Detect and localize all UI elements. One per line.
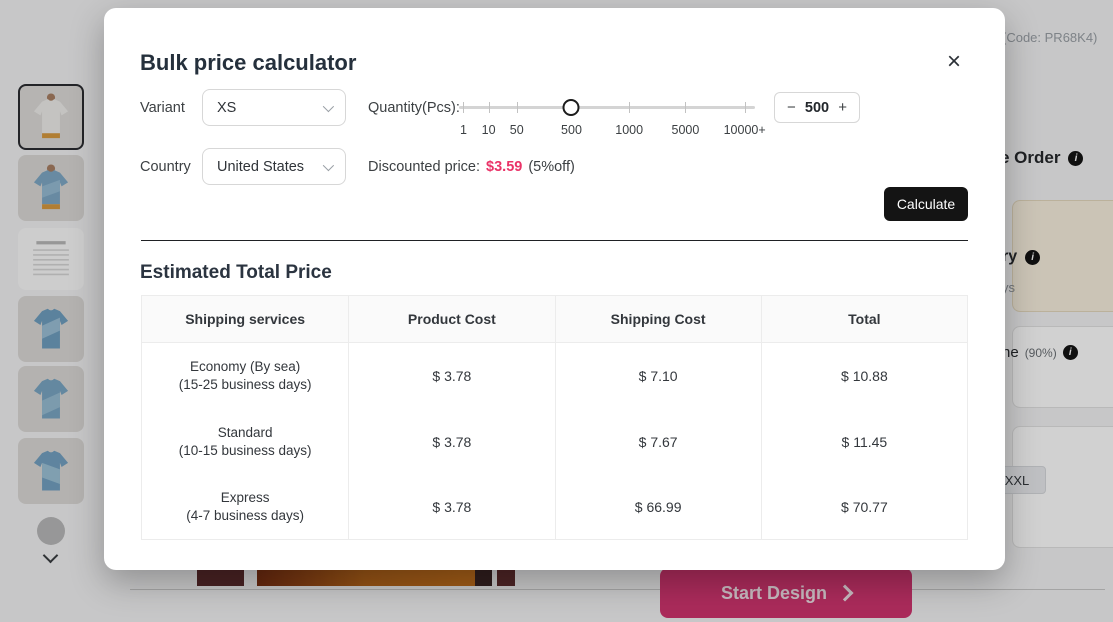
variant-label: Variant <box>140 100 185 116</box>
slider-track[interactable] <box>459 106 755 109</box>
sample-order-heading: e Order i <box>1000 148 1084 168</box>
table-cell-total: $ 10.88 <box>760 343 967 409</box>
material-percent: (90%) <box>1024 345 1057 360</box>
discounted-price-value: $3.59 <box>486 159 523 175</box>
table-cell-service: Express (4-7 business days) <box>142 475 348 539</box>
quantity-stepper: − 500 + <box>774 92 860 123</box>
table-cell-total: $ 11.45 <box>760 409 967 475</box>
product-thumbnail-3d-front[interactable] <box>18 296 84 362</box>
quantity-slider[interactable] <box>459 98 755 116</box>
tick-label: 500 <box>561 123 582 137</box>
column-header-total: Total <box>760 296 967 343</box>
calculate-button[interactable]: Calculate <box>884 187 968 221</box>
slider-tick <box>629 102 631 113</box>
material-label: ne <box>1002 344 1019 361</box>
service-days: (15-25 business days) <box>178 377 312 392</box>
size-chart-thumbnail[interactable] <box>18 228 84 290</box>
slider-tick <box>463 102 465 113</box>
tshirt-blue-image <box>33 378 69 419</box>
delivery-days-text: ys <box>1002 280 1015 295</box>
tick-label: 50 <box>509 123 524 137</box>
service-days: (4-7 business days) <box>186 508 305 523</box>
country-select[interactable]: United States <box>202 148 346 185</box>
table-cell-total: $ 70.77 <box>760 475 967 539</box>
section-divider <box>130 589 1105 590</box>
tshirt-blue-image <box>33 450 69 491</box>
info-icon[interactable]: i <box>1025 249 1041 265</box>
tick-label: 1000 <box>615 123 644 137</box>
loading-thumbnail-placeholder <box>37 517 65 545</box>
table-cell-shipping-cost: $ 7.67 <box>554 409 761 475</box>
discounted-price-label: Discounted price: <box>368 159 481 175</box>
size-chart-image <box>33 241 69 276</box>
quantity-value: 500 <box>804 99 830 116</box>
slider-tick <box>488 102 490 113</box>
service-name: Express <box>220 490 270 505</box>
table-cell-shipping-cost: $ 7.10 <box>554 343 761 409</box>
delivery-label: ry <box>1002 248 1018 265</box>
tick-label: 1 <box>459 123 467 137</box>
service-name: Standard <box>217 425 273 440</box>
product-photo-fragment <box>497 570 515 586</box>
product-code: (Code: PR68K4) <box>1002 30 1098 45</box>
chevron-down-icon <box>322 100 335 112</box>
slider-handle[interactable] <box>562 99 580 116</box>
tshirt-blue-image <box>33 308 69 349</box>
table-cell-shipping-cost: $ 66.99 <box>554 475 761 539</box>
product-thumbnail-3d-back[interactable] <box>18 366 84 432</box>
service-name: Economy (By sea) <box>189 359 301 374</box>
tick-label: 10 <box>481 123 496 137</box>
tshirt-blue-image <box>33 164 69 210</box>
country-value: United States <box>217 158 305 175</box>
country-label: Country <box>140 159 191 175</box>
quantity-label: Quantity(Pcs): <box>368 100 460 116</box>
product-photo-fragment <box>475 570 492 586</box>
table-cell-service: Economy (By sea) (15-25 business days) <box>142 343 348 409</box>
price-table: Shipping services Product Cost Shipping … <box>141 295 968 540</box>
column-header-product-cost: Product Cost <box>348 296 555 343</box>
slider-tick <box>744 102 746 113</box>
bulk-price-calculator-modal: Bulk price calculator × Variant XS Quant… <box>104 8 1005 570</box>
product-photo-fragment <box>257 570 475 586</box>
column-header-shipping-services: Shipping services <box>142 296 349 343</box>
slider-tick <box>685 102 687 113</box>
stepper-minus-button[interactable]: − <box>787 99 796 116</box>
product-thumbnail-3d-side[interactable] <box>18 438 84 504</box>
start-design-button[interactable]: Start Design <box>660 568 912 618</box>
info-icon[interactable]: i <box>1068 150 1084 166</box>
material-card[interactable] <box>1012 326 1113 408</box>
table-cell-product-cost: $ 3.78 <box>348 475 554 539</box>
product-photo-fragment <box>197 570 244 586</box>
info-icon[interactable]: i <box>1062 345 1078 360</box>
order-label: e Order <box>1000 148 1061 167</box>
variant-value: XS <box>217 99 237 116</box>
material-heading: ne (90%) i <box>1002 344 1078 361</box>
slider-tick <box>516 102 518 113</box>
tick-label: 10000+ <box>723 123 766 137</box>
product-thumbnail-front-selected[interactable] <box>18 84 84 150</box>
tick-label: 5000 <box>671 123 700 137</box>
column-header-shipping-cost: Shipping Cost <box>554 296 761 343</box>
service-days: (10-15 business days) <box>178 443 312 458</box>
variant-select[interactable]: XS <box>202 89 346 126</box>
discount-note: (5%off) <box>528 159 575 175</box>
estimated-total-price-title: Estimated Total Price <box>140 262 332 283</box>
close-icon[interactable]: × <box>940 48 968 76</box>
product-thumbnail-back[interactable] <box>18 155 84 221</box>
slider-tick-labels: 1 10 50 500 1000 5000 10000+ <box>459 123 766 139</box>
divider <box>141 240 968 241</box>
modal-title: Bulk price calculator <box>140 50 357 75</box>
stepper-plus-button[interactable]: + <box>838 99 847 116</box>
table-cell-product-cost: $ 3.78 <box>348 409 554 475</box>
start-design-label: Start Design <box>720 582 828 603</box>
tshirt-white-image <box>33 93 69 139</box>
table-cell-product-cost: $ 3.78 <box>348 343 554 409</box>
table-cell-service: Standard (10-15 business days) <box>142 409 348 475</box>
discounted-price-row: Discounted price: $3.59 (5%off) <box>368 159 575 175</box>
chevron-down-icon <box>322 159 335 171</box>
delivery-heading: ry i <box>1002 248 1041 266</box>
